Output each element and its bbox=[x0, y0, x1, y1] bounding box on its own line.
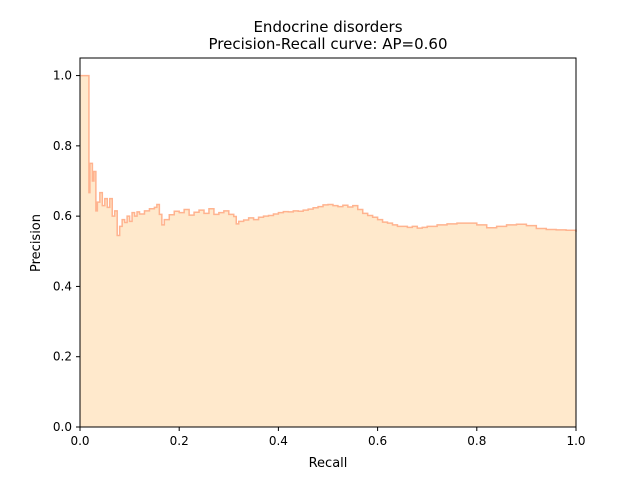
chart-title-line2: Precision-Recall curve: AP=0.60 bbox=[209, 35, 448, 53]
y-tick-label: 1.0 bbox=[53, 69, 72, 83]
y-tick-label: 0.4 bbox=[53, 279, 72, 293]
y-tick-label: 0.8 bbox=[53, 139, 72, 153]
x-tick-label: 0.6 bbox=[368, 434, 387, 448]
x-tick-label: 0.8 bbox=[467, 434, 486, 448]
x-tick-label: 1.0 bbox=[566, 434, 585, 448]
chart-title-line1: Endocrine disorders bbox=[253, 18, 402, 36]
x-tick-label: 0.0 bbox=[70, 434, 89, 448]
x-axis-label: Recall bbox=[309, 456, 348, 471]
x-tick-label: 0.4 bbox=[269, 434, 288, 448]
x-tick-label: 0.2 bbox=[170, 434, 189, 448]
y-tick-label: 0.0 bbox=[53, 420, 72, 434]
y-axis-label: Precision bbox=[29, 214, 44, 272]
y-tick-label: 0.2 bbox=[53, 350, 72, 364]
y-tick-label: 0.6 bbox=[53, 209, 72, 223]
